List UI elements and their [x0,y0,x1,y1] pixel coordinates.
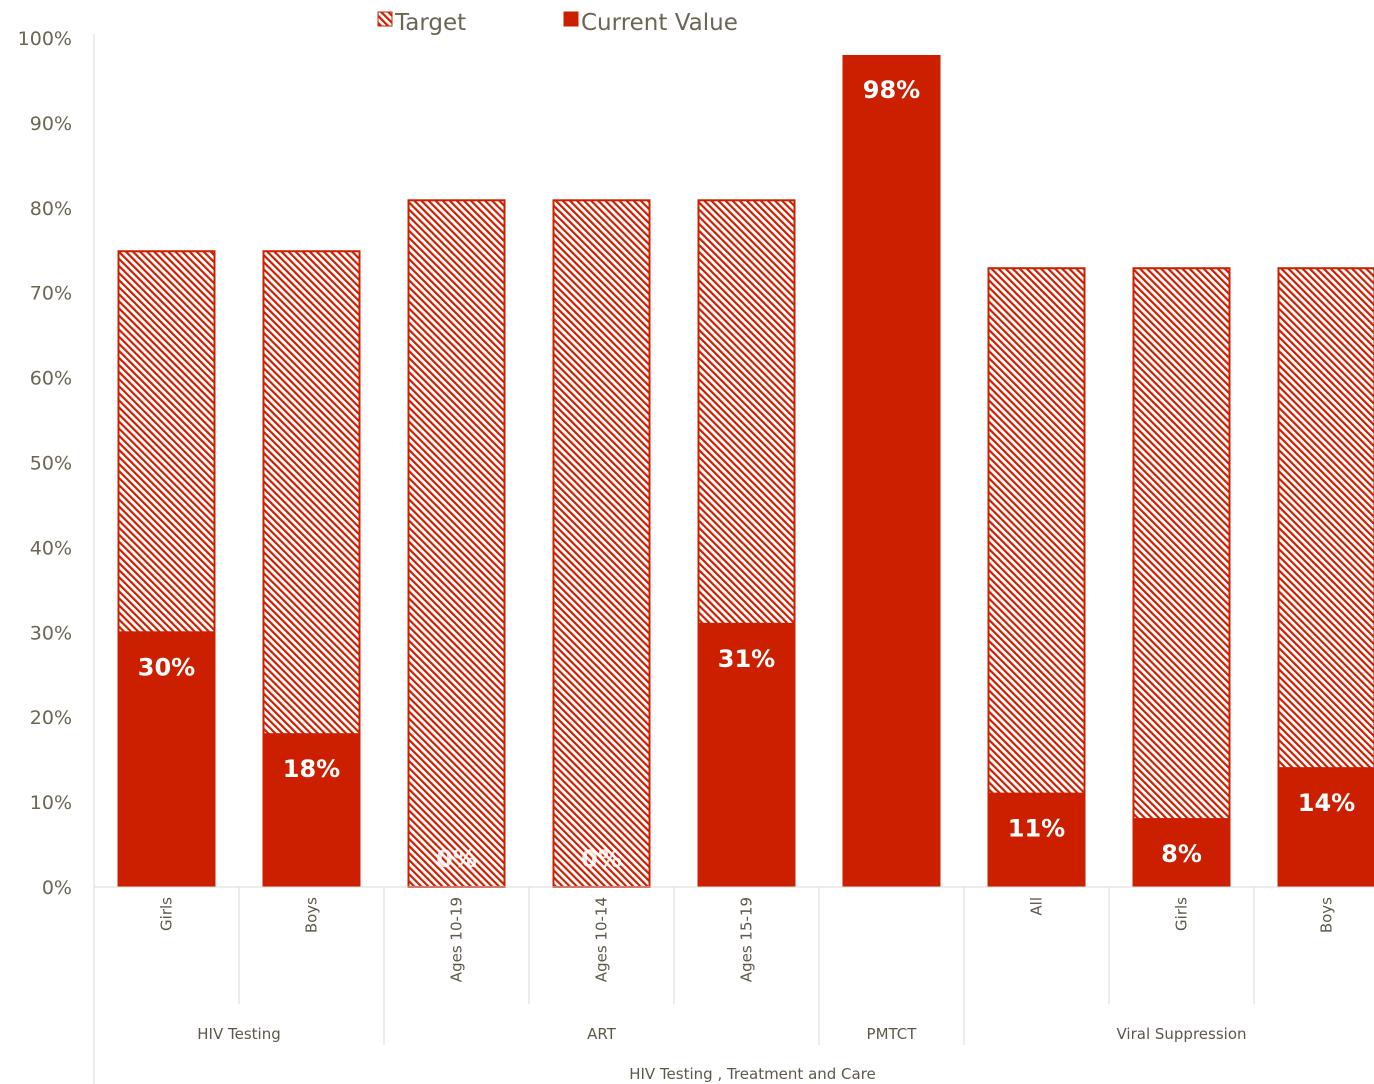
legend-swatch-target [377,11,393,27]
data-label: 14% [1298,789,1355,817]
legend-label-current-value: Current Value [581,10,738,36]
group-label: Viral Suppression [1116,1025,1246,1043]
data-label: 0% [436,845,477,873]
x-axis: Girls Boys Ages 10-19 Ages 10-14 Ages 15-19 A… [93,886,1374,1084]
target-bar [987,267,1086,795]
target-bar [1277,267,1374,770]
target-bar [697,199,796,625]
y-tick-label: 10% [30,792,72,814]
y-tick-label: 0% [42,877,72,899]
data-label: 18% [283,755,340,783]
data-label: 98% [863,76,920,104]
target-bar [1132,267,1231,821]
target-bar [117,250,216,634]
y-tick-label: 20% [30,707,72,729]
target-bar [552,199,651,888]
data-label: 30% [138,653,195,681]
data-label: 31% [718,645,775,673]
current-value-bar [842,54,941,888]
group-label: PMTCT [867,1025,918,1043]
group-label: HIV Testing [197,1025,280,1043]
category-label: Ages 10-19 [448,897,466,982]
category-label: Girls [1173,897,1191,931]
current-value-bar [1132,819,1231,887]
y-tick-label: 90% [30,113,72,135]
y-tick-label: 70% [30,283,72,305]
category-label: Ages 15-19 [738,897,756,982]
legend: Target Current Value [377,10,738,36]
group-label: ART [587,1025,617,1043]
current-value-bar [1277,768,1374,887]
legend-swatch-current-value [563,11,579,27]
y-tick-label: 50% [30,453,72,475]
outer-category-label: HIV Testing , Treatment and Care [629,1065,876,1083]
data-label: 11% [1008,815,1065,843]
legend-label-target: Target [394,10,466,36]
target-bar [407,199,506,888]
current-value-bar [987,793,1086,887]
y-tick-label: 30% [30,622,72,644]
current-value-bar [262,734,361,887]
y-tick-label: 80% [30,198,72,220]
data-label: 8% [1161,840,1202,868]
current-value-bar [117,632,216,887]
category-label: Ages 10-14 [593,897,611,982]
y-tick-label: 100% [18,28,72,50]
y-axis: 0% 10% 20% 30% 40% 50% 60% 70% 80% 90% 100% [18,28,95,899]
category-label: Boys [303,897,321,933]
current-value-bar [697,623,796,887]
y-tick-label: 60% [30,368,72,390]
target-bar [262,250,361,736]
category-label: All [1028,897,1046,916]
category-label: Girls [158,897,176,931]
category-label: Boys [1318,897,1336,933]
bars: 30% 18% 0% 0% 31% 98% 11% 8% 14% [117,54,1374,888]
y-tick-label: 40% [30,537,72,559]
data-label: 0% [581,845,622,873]
